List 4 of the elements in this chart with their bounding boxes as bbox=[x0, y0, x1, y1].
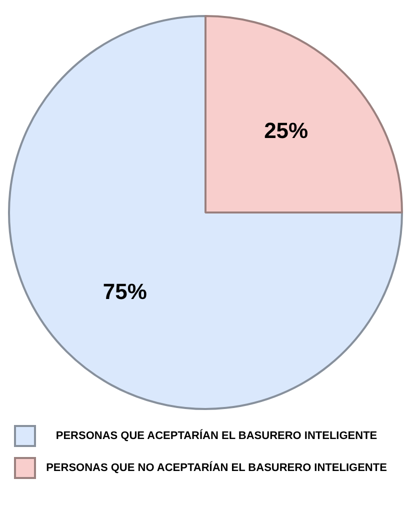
data-label: 25% bbox=[264, 118, 308, 143]
legend-label: PERSONAS QUE ACEPTARÍAN EL BASURERO INTELIGENTE bbox=[54, 430, 378, 442]
legend-label: PERSONAS QUE NO ACEPTARÍAN EL BASURERO INTELIGENTE bbox=[45, 462, 388, 474]
data-label: 75% bbox=[102, 279, 147, 304]
